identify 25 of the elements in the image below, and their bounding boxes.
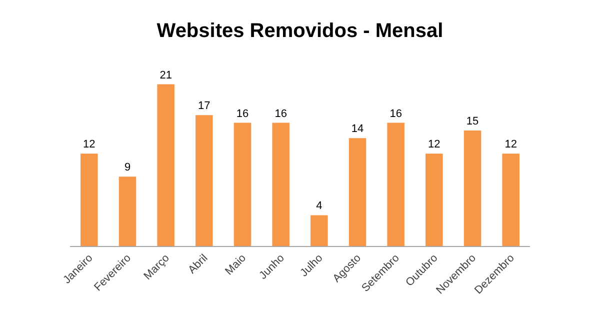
data-label: 12 — [83, 138, 96, 151]
data-label: 17 — [198, 100, 210, 112]
data-label: 14 — [351, 123, 364, 136]
chart-title: Websites Removidos - Mensal — [156, 20, 444, 42]
bar — [118, 176, 136, 246]
bar — [80, 154, 98, 246]
bar — [157, 84, 174, 246]
bar — [234, 122, 252, 246]
data-label: 12 — [504, 138, 517, 151]
bar — [464, 130, 482, 246]
data-label: 9 — [124, 162, 131, 174]
data-label: 15 — [466, 115, 479, 128]
bar — [272, 122, 290, 246]
data-label: 4 — [316, 200, 322, 212]
data-label: 16 — [236, 108, 249, 120]
bar — [387, 122, 404, 246]
data-label: 21 — [160, 69, 172, 82]
bar — [502, 154, 520, 246]
data-label: 16 — [390, 108, 402, 120]
data-label: 12 — [428, 138, 440, 151]
bar — [348, 138, 366, 246]
bar — [426, 154, 443, 246]
data-label: 16 — [274, 108, 287, 120]
bar — [196, 115, 213, 246]
bar — [310, 215, 328, 246]
